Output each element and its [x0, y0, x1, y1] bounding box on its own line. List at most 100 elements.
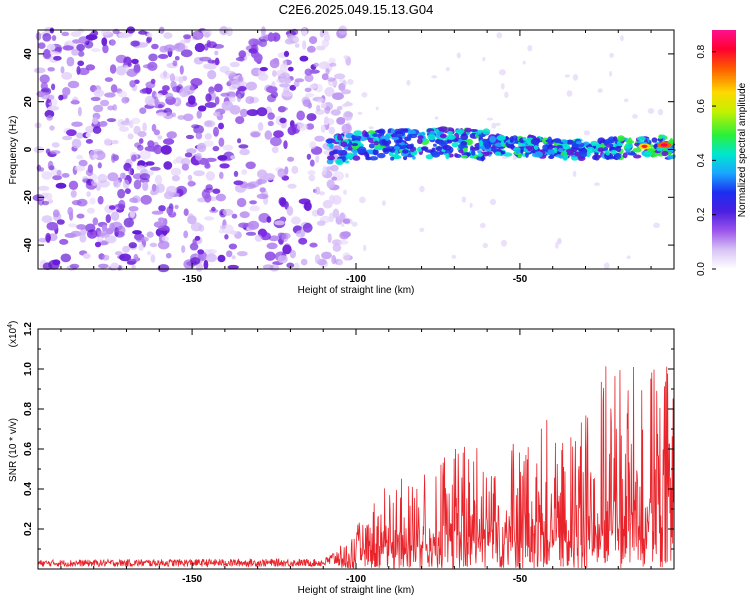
- noise-blob: [78, 159, 88, 167]
- noise-blob: [93, 104, 104, 113]
- signal-blob: [399, 142, 405, 146]
- noise-blob: [117, 90, 128, 98]
- noise-blob: [341, 231, 351, 238]
- signal-blob: [342, 155, 346, 162]
- noise-blob: [40, 81, 48, 91]
- signal-blob: [522, 136, 527, 141]
- noise-blob: [106, 118, 117, 123]
- noise-blob: [52, 209, 60, 218]
- noise-blob: [121, 96, 130, 104]
- noise-blob: [118, 32, 130, 39]
- noise-blob: [165, 92, 174, 100]
- noise-blob: [46, 43, 56, 51]
- noise-blob: [171, 175, 180, 182]
- signal-blob: [421, 131, 425, 136]
- noise-blob: [110, 84, 118, 93]
- noise-blob: [274, 220, 285, 226]
- noise-blob: [218, 228, 225, 234]
- noise-blob: [238, 50, 247, 59]
- noise-blob: [275, 78, 285, 84]
- noise-blob: [332, 208, 340, 219]
- noise-blob: [489, 198, 497, 206]
- noise-blob: [296, 123, 308, 131]
- noise-blob: [77, 106, 82, 117]
- noise-blob: [103, 138, 112, 146]
- signal-blob: [624, 142, 633, 149]
- noise-blob: [292, 37, 300, 42]
- signal-blob: [597, 155, 602, 158]
- noise-blob: [284, 166, 289, 175]
- noise-blob: [46, 115, 53, 121]
- noise-blob: [325, 68, 330, 75]
- noise-blob: [52, 175, 62, 181]
- noise-blob: [117, 188, 126, 199]
- noise-blob: [269, 58, 280, 69]
- noise-blob: [314, 135, 325, 142]
- signal-blob: [483, 151, 493, 155]
- noise-blob: [247, 220, 260, 230]
- noise-blob: [179, 87, 188, 98]
- noise-blob: [250, 131, 260, 138]
- noise-blob: [42, 33, 52, 42]
- noise-blob: [86, 207, 95, 214]
- noise-blob: [77, 67, 90, 76]
- noise-blob: [97, 195, 104, 205]
- noise-blob: [61, 173, 70, 178]
- noise-blob: [320, 124, 326, 133]
- noise-blob: [115, 54, 127, 64]
- noise-blob: [38, 237, 48, 243]
- noise-blob: [287, 156, 295, 162]
- noise-blob: [256, 107, 268, 117]
- colorbar-label: Normalized spectral amplitude: [737, 82, 748, 217]
- noise-blob: [273, 130, 284, 138]
- noise-blob: [262, 264, 274, 270]
- noise-blob: [307, 170, 316, 176]
- noise-blob: [245, 81, 257, 91]
- noise-blob: [104, 235, 117, 244]
- noise-blob: [118, 199, 126, 210]
- noise-blob: [214, 57, 220, 66]
- noise-blob: [165, 252, 172, 259]
- noise-blob: [183, 113, 194, 122]
- noise-blob: [286, 262, 295, 269]
- noise-blob: [332, 243, 342, 252]
- signal-blob: [327, 155, 335, 161]
- signal-blob: [390, 156, 395, 161]
- noise-blob: [203, 259, 209, 270]
- noise-blob: [212, 44, 225, 49]
- signal-blob: [398, 143, 407, 150]
- noise-blob: [339, 212, 346, 222]
- signal-blob: [335, 158, 345, 166]
- signal-blob: [491, 147, 498, 152]
- signal-blob: [597, 147, 605, 152]
- noise-blob: [148, 145, 159, 153]
- noise-blob: [40, 92, 50, 100]
- noise-blob: [583, 130, 590, 136]
- signal-blob: [525, 145, 535, 150]
- noise-blob: [341, 123, 352, 134]
- noise-blob: [91, 179, 99, 186]
- noise-blob: [338, 240, 349, 245]
- noise-blob: [71, 49, 79, 56]
- signal-blob: [533, 145, 539, 151]
- signal-blob: [325, 138, 335, 144]
- signal-blob: [547, 148, 556, 156]
- signal-blob: [382, 147, 388, 153]
- noise-blob: [264, 251, 276, 261]
- noise-blob: [316, 207, 325, 217]
- noise-blob: [204, 216, 215, 221]
- noise-blob: [271, 146, 279, 154]
- signal-blob: [553, 138, 562, 144]
- noise-blob: [142, 181, 149, 191]
- noise-blob: [211, 206, 216, 212]
- snr-y-ticks: 0.2 0.4 0.6 0.8 1.0 1.2: [23, 322, 674, 550]
- x-tick-label: -50: [513, 274, 528, 285]
- noise-blob: [85, 139, 93, 144]
- signal-blob: [372, 148, 379, 156]
- noise-blob: [158, 205, 166, 212]
- noise-blob: [67, 206, 74, 216]
- noise-blob: [56, 219, 65, 225]
- noise-blob: [196, 142, 207, 153]
- noise-blob: [204, 193, 212, 203]
- signal-blob: [442, 144, 452, 151]
